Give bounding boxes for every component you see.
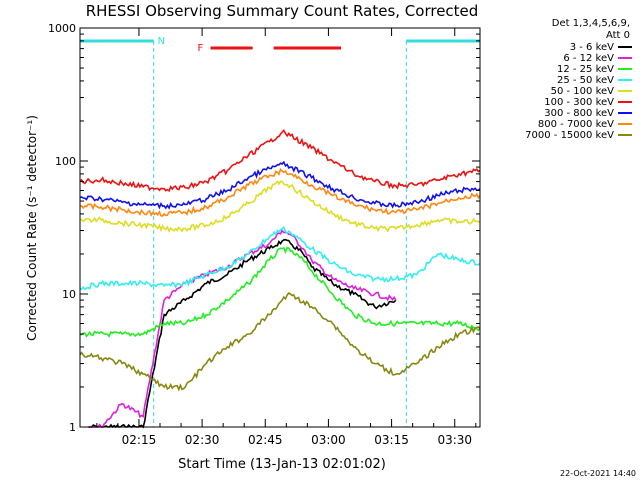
x-axis-label: Start Time (13-Jan-13 02:01:02) — [178, 457, 386, 472]
legend-label-4: 50 - 100 keV — [551, 86, 615, 97]
legend-label-8: 7000 - 15000 keV — [525, 130, 614, 141]
legend-label-3: 25 - 50 keV — [557, 75, 614, 86]
y-tick-label-1: 10 — [62, 288, 76, 301]
plot-frame — [79, 27, 481, 428]
series-line-4 — [79, 180, 481, 233]
x-tick-label-3: 03:00 — [311, 433, 346, 447]
series-line-5 — [79, 129, 481, 192]
legend-label-1: 6 - 12 keV — [563, 53, 614, 64]
x-tick-label-4: 03:15 — [374, 433, 409, 447]
x-tick-label-2: 02:45 — [248, 433, 283, 447]
flare-marker-label: F — [198, 43, 204, 54]
x-tick-label-0: 02:15 — [122, 433, 157, 447]
series-line-1 — [88, 229, 397, 428]
legend-label-6: 300 - 800 keV — [544, 108, 614, 119]
timestamp: 22-Oct-2021 14:40 — [560, 469, 636, 478]
x-tick-label-5: 03:30 — [437, 433, 472, 447]
legend-header-line-1: Det 1,3,4,5,6,9, — [552, 18, 630, 29]
series-line-7 — [80, 167, 481, 217]
legend-header-line-2: Att 0 — [606, 30, 630, 41]
series-line-0 — [88, 238, 397, 429]
y-tick-label-0: 1 — [69, 421, 76, 434]
series-line-3 — [79, 226, 481, 291]
x-tick-label-1: 02:30 — [185, 433, 220, 447]
y-tick-label-2: 100 — [55, 155, 76, 168]
series-line-8 — [79, 291, 481, 392]
legend-label-0: 3 - 6 keV — [570, 42, 614, 53]
legend-label-7: 800 - 7000 keV — [538, 119, 614, 130]
legend-label-5: 100 - 300 keV — [544, 97, 614, 108]
night-marker-label: N — [158, 36, 165, 47]
series-line-2 — [79, 246, 481, 338]
series-line-6 — [79, 160, 481, 210]
y-axis-label: Corrected Count Rate (s⁻¹ detector⁻¹) — [25, 115, 39, 341]
chart-title: RHESSI Observing Summary Count Rates, Co… — [86, 2, 479, 20]
legend-label-2: 12 - 25 keV — [557, 64, 614, 75]
y-tick-label-3: 1000 — [48, 22, 76, 35]
